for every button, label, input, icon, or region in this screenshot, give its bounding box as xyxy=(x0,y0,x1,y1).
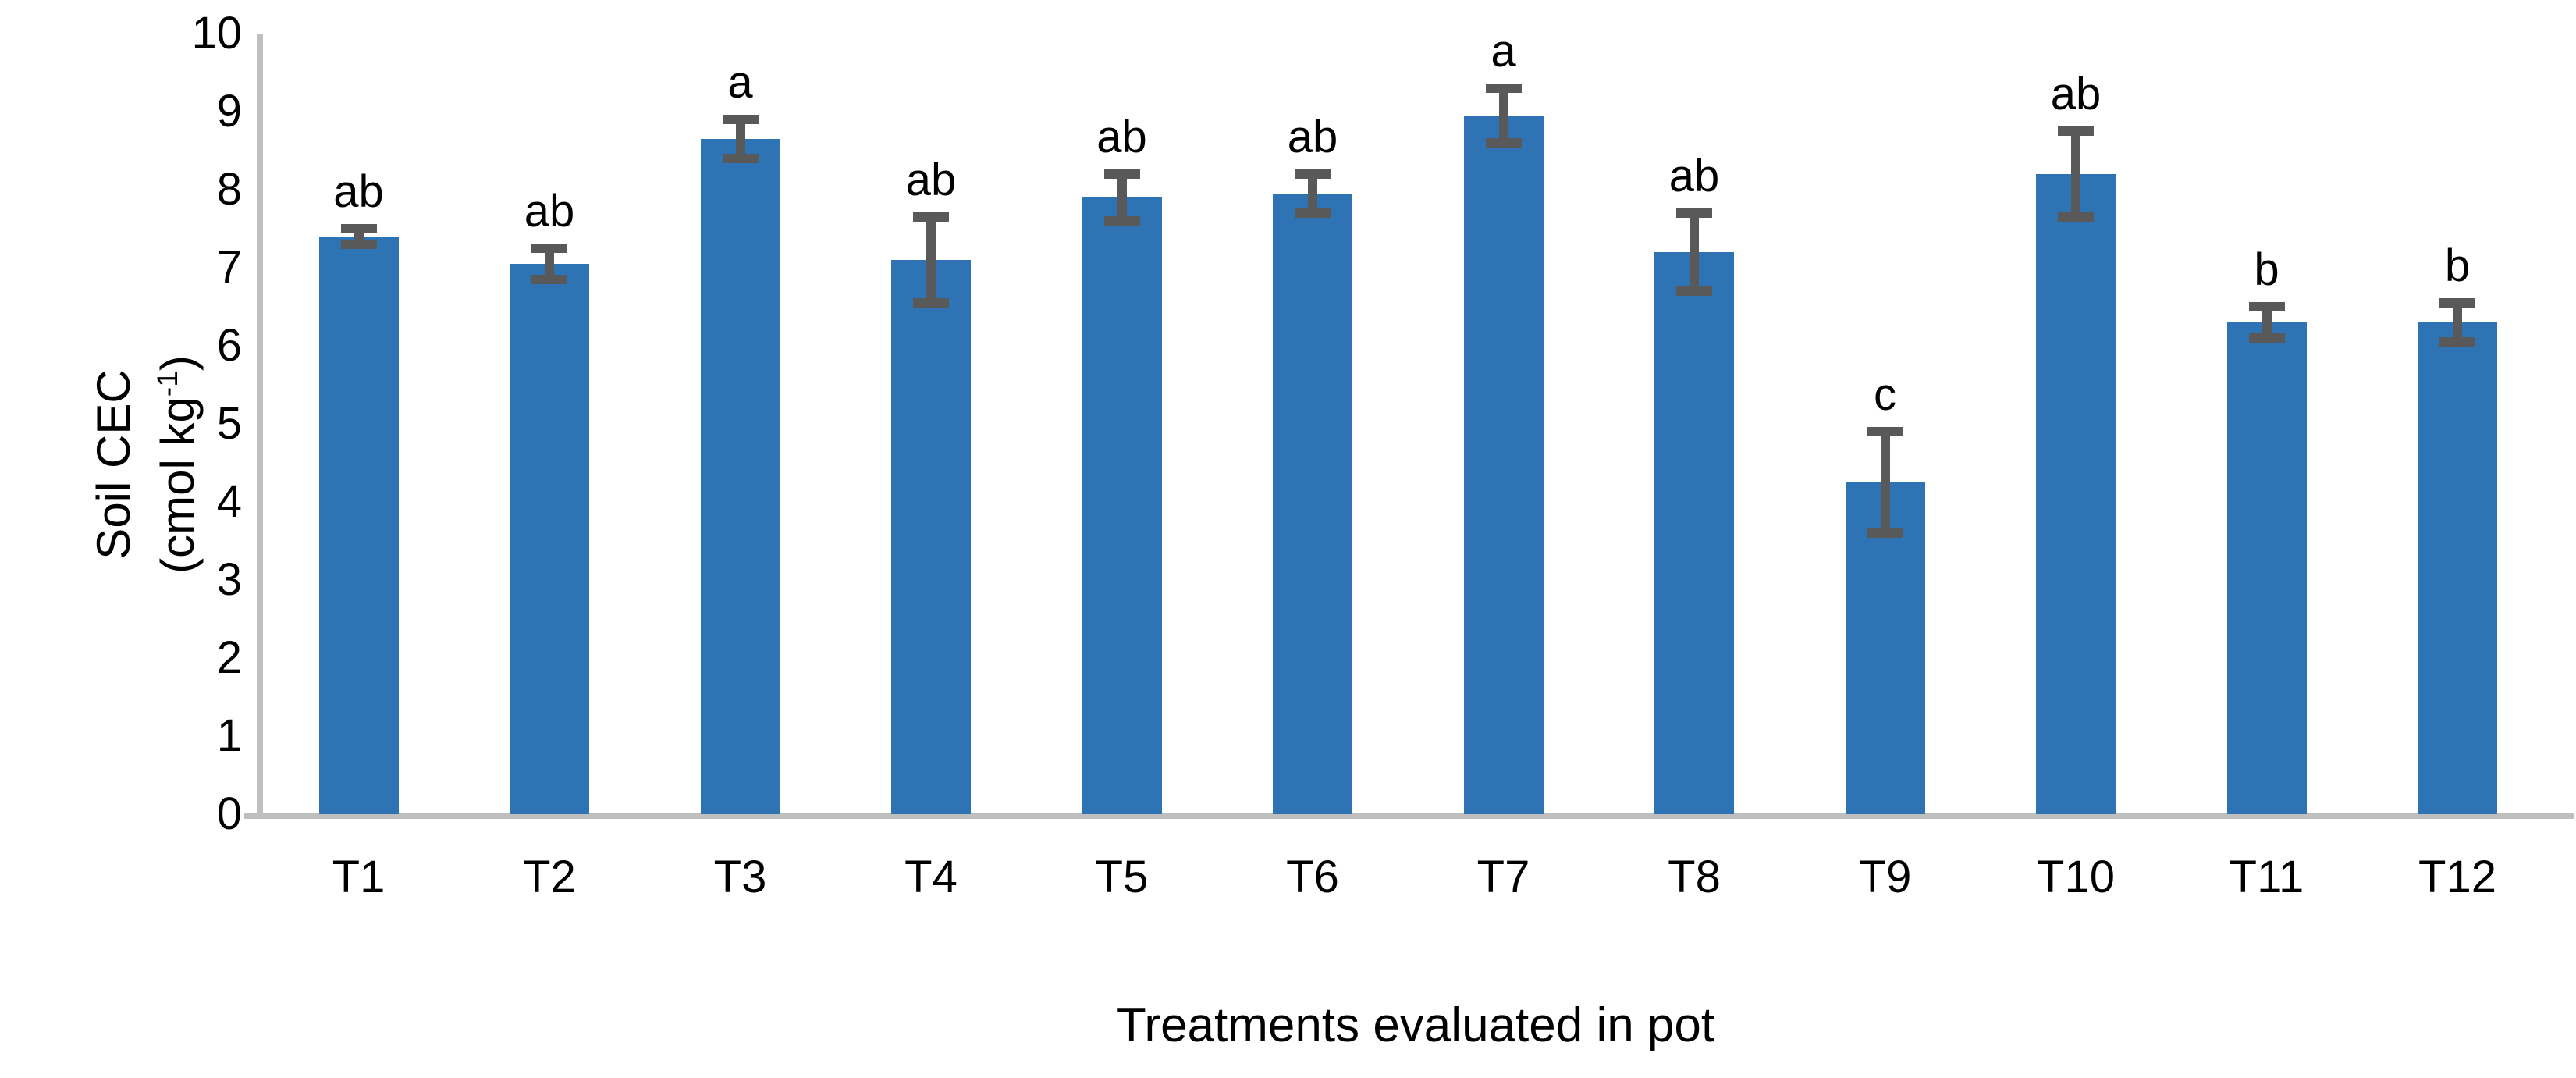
error-bar-bottom-cap-T9 xyxy=(1867,528,1903,538)
error-bar-bottom-cap-T2 xyxy=(531,275,567,284)
y-tick-label-9: 9 xyxy=(216,86,242,137)
error-bar-line-T9 xyxy=(1880,432,1890,533)
bar-T2 xyxy=(510,264,589,814)
error-bar-bottom-cap-T5 xyxy=(1103,216,1140,226)
y-tick-label-4: 4 xyxy=(216,476,242,527)
error-bar-line-T8 xyxy=(1690,213,1699,291)
x-tick-label-T3: T3 xyxy=(713,852,767,902)
error-bar-bottom-cap-T7 xyxy=(1485,138,1522,148)
error-bar-bottom-cap-T10 xyxy=(2058,212,2094,222)
significance-letter-T7: a xyxy=(1491,26,1516,76)
significance-letter-T2: ab xyxy=(524,186,575,237)
y-tick-label-8: 8 xyxy=(216,164,242,215)
error-bar-bottom-cap-T11 xyxy=(2248,333,2285,343)
y-tick-label-3: 3 xyxy=(216,554,242,605)
error-bar-bottom-cap-T1 xyxy=(340,240,377,249)
y-axis-line xyxy=(257,34,263,819)
error-bar-line-T12 xyxy=(2453,303,2462,342)
error-bar-bottom-cap-T3 xyxy=(722,154,759,163)
bar-T12 xyxy=(2418,322,2497,814)
significance-letter-T9: c xyxy=(1874,369,1896,420)
x-tick-label-T11: T11 xyxy=(2229,852,2304,902)
y-tick-label-10: 10 xyxy=(191,8,242,59)
error-bar-bottom-cap-T8 xyxy=(1676,286,1712,296)
error-bar-top-cap-T7 xyxy=(1485,84,1522,93)
bar-T3 xyxy=(700,139,780,814)
significance-letter-T1: ab xyxy=(333,166,384,217)
bar-T10 xyxy=(2036,174,2116,814)
x-tick-label-T7: T7 xyxy=(1476,852,1530,902)
error-bar-top-cap-T8 xyxy=(1676,208,1712,218)
error-bar-top-cap-T12 xyxy=(2439,298,2475,308)
x-tick-label-T2: T2 xyxy=(523,852,576,902)
x-tick-label-T1: T1 xyxy=(332,852,386,902)
y-tick-label-6: 6 xyxy=(216,320,242,371)
error-bar-line-T4 xyxy=(926,217,936,303)
y-tick-label-7: 7 xyxy=(216,242,242,293)
significance-letter-T3: a xyxy=(727,57,753,108)
bar-T4 xyxy=(891,260,971,814)
error-bar-top-cap-T5 xyxy=(1103,169,1140,179)
error-bar-bottom-cap-T12 xyxy=(2439,337,2475,347)
significance-letter-T11: b xyxy=(2254,244,2279,295)
x-tick-label-T12: T12 xyxy=(2418,852,2496,902)
y-tick-label-2: 2 xyxy=(216,632,242,683)
bar-T1 xyxy=(318,237,399,814)
bar-T7 xyxy=(1463,116,1544,814)
error-bar-line-T11 xyxy=(2262,307,2272,338)
error-bar-line-T6 xyxy=(1308,174,1317,213)
error-bar-top-cap-T10 xyxy=(2058,126,2094,136)
y-tick-label-5: 5 xyxy=(216,398,242,449)
error-bar-top-cap-T11 xyxy=(2248,302,2285,311)
bar-T5 xyxy=(1082,197,1162,814)
significance-letter-T10: ab xyxy=(2050,69,2102,119)
x-tick-label-T5: T5 xyxy=(1095,852,1149,902)
error-bar-line-T7 xyxy=(1498,88,1508,143)
x-tick-label-T9: T9 xyxy=(1858,852,1912,902)
x-axis-title: Treatments evaluated in pot xyxy=(1116,998,1715,1052)
y-tick-label-1: 1 xyxy=(216,710,242,761)
error-bar-top-cap-T4 xyxy=(913,212,949,222)
significance-letter-T6: ab xyxy=(1287,112,1338,162)
error-bar-line-T5 xyxy=(1117,174,1127,221)
y-tick-label-0: 0 xyxy=(216,788,242,839)
x-axis-line xyxy=(244,813,2574,819)
error-bar-line-T10 xyxy=(2071,131,2080,217)
x-tick-label-T6: T6 xyxy=(1286,852,1339,902)
x-tick-label-T10: T10 xyxy=(2037,852,2115,902)
error-bar-bottom-cap-T4 xyxy=(913,298,949,308)
error-bar-top-cap-T3 xyxy=(722,115,759,124)
error-bar-line-T3 xyxy=(735,119,745,158)
significance-letter-T8: ab xyxy=(1668,151,1720,201)
x-tick-label-T8: T8 xyxy=(1668,852,1721,902)
error-bar-top-cap-T9 xyxy=(1867,427,1903,436)
bar-T6 xyxy=(1273,194,1352,814)
significance-letter-T4: ab xyxy=(905,155,957,205)
bar-T8 xyxy=(1654,252,1734,814)
error-bar-top-cap-T6 xyxy=(1295,169,1331,179)
significance-letter-T5: ab xyxy=(1096,112,1147,162)
significance-letter-T12: b xyxy=(2444,240,2471,291)
error-bar-bottom-cap-T6 xyxy=(1295,208,1331,218)
error-bar-top-cap-T2 xyxy=(531,244,567,253)
error-bar-top-cap-T1 xyxy=(340,224,377,233)
error-bar-line-T2 xyxy=(545,248,554,279)
bar-T11 xyxy=(2226,322,2307,814)
x-tick-label-T4: T4 xyxy=(904,852,958,902)
